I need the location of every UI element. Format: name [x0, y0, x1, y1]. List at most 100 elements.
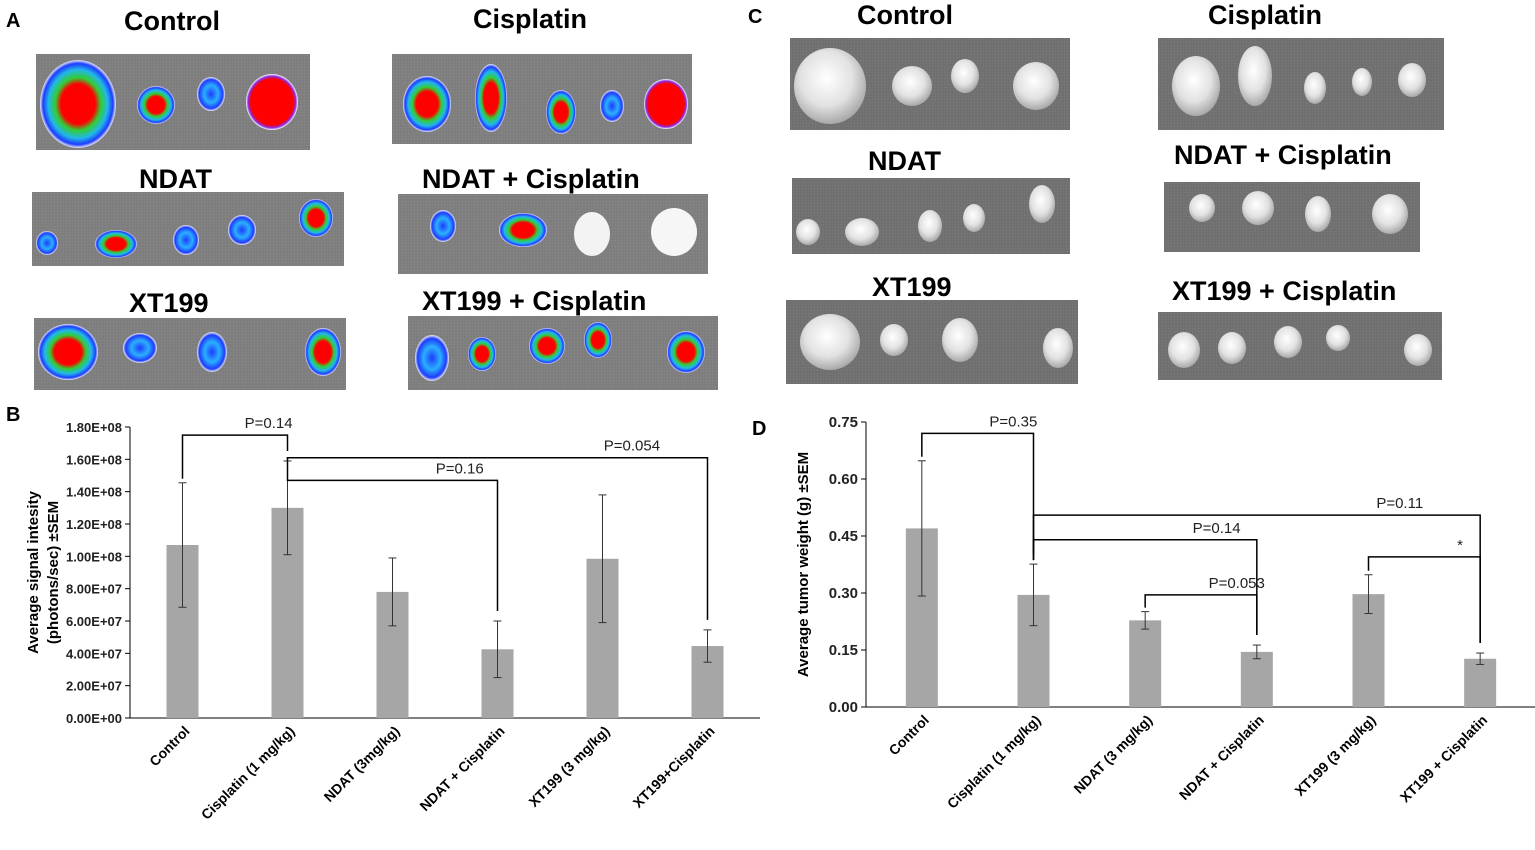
imaging-blob [137, 86, 175, 124]
tumor-sample [1372, 194, 1408, 234]
tumor-sample [951, 59, 979, 93]
imaging-blob [299, 199, 333, 237]
tumor-sample [796, 219, 820, 245]
y-axis-title: Average tumor weight (g) ±SEM [795, 452, 812, 677]
category-label: XT199 (3 mg/kg) [525, 723, 612, 810]
panel-label-d: D [752, 418, 767, 440]
category-label: NDAT + Cisplatin [416, 723, 507, 814]
significance-bracket [1367, 556, 1481, 644]
category-label: XT199 (3 mg/kg) [1291, 712, 1378, 799]
y-axis-title: (photons/sec) ±SEM [45, 501, 62, 644]
tumor-sample [1352, 68, 1372, 96]
p-value-label: * [1457, 537, 1463, 554]
tumor-sample [1172, 56, 1220, 116]
y-tick-label: 2.00E+07 [66, 679, 122, 694]
imaging-blob [546, 90, 576, 134]
category-label: XT199+Cisplatin [630, 723, 718, 811]
tumor-sample [1305, 196, 1331, 232]
y-tick-label: 0.60 [829, 471, 858, 488]
tumor-sample [1404, 334, 1432, 366]
imaging-blob [667, 331, 705, 373]
tumor-sample [1043, 328, 1073, 368]
imaging-blob [475, 64, 507, 132]
tumor-sample [1242, 191, 1274, 225]
p-value-label: P=0.14 [1193, 520, 1241, 537]
panel-label-b: B [6, 404, 21, 426]
tumor-title-xt199: XT199 [872, 272, 952, 302]
tumor-sample [942, 318, 978, 362]
tumor-sample [1029, 185, 1055, 223]
bar [1464, 658, 1497, 707]
y-tick-label: 0.15 [829, 642, 858, 659]
imaging-blob [197, 77, 225, 111]
imaging-blob [468, 337, 496, 371]
panel-label-c: C [748, 6, 763, 28]
category-label: NDAT (3mg/kg) [321, 723, 403, 805]
y-tick-label: 0.00E+00 [66, 711, 122, 726]
y-tick-label: 6.00E+07 [66, 614, 122, 629]
tumor-sample [892, 66, 932, 106]
tumor-sample [880, 324, 908, 356]
bar [1129, 620, 1162, 707]
imaging-blob [197, 332, 227, 372]
tumor-photos [794, 46, 1432, 370]
y-tick-label: 0.00 [829, 699, 858, 716]
tumor-sample [845, 218, 879, 246]
tumor-weight-chart: 0.00 0.15 0.30 0.45 0.60 0.75 Average tumor we… [795, 413, 1535, 812]
imaging-title-control: Control [124, 6, 220, 36]
tumor-sample [1189, 194, 1215, 222]
y-tick-label: 8.00E+07 [66, 582, 122, 597]
p-value-label: P=0.35 [989, 413, 1037, 430]
y-axis-title: Average signal intesity [25, 490, 42, 653]
imaging-blob [499, 213, 547, 247]
imaging-blob [529, 328, 565, 364]
bar [1240, 651, 1273, 707]
tumor-sample [1398, 63, 1426, 97]
y-tick-label: 1.60E+08 [66, 452, 122, 467]
tumor-strip-xt199-cisplatin [1158, 312, 1442, 380]
significance-bracket [1032, 539, 1258, 636]
imaging-blob [305, 328, 341, 376]
tumor-sample [963, 204, 985, 232]
y-tick-label: 0.75 [829, 414, 858, 431]
imaging-blob [173, 225, 199, 255]
imaging-title-ndat: NDAT [139, 164, 212, 194]
y-tick-label: 0.45 [829, 528, 858, 545]
imaging-title-xt199: XT199 [129, 288, 209, 318]
imaging-blob [246, 74, 298, 130]
y-tick-label: 0.30 [829, 585, 858, 602]
tumor-sample [1168, 332, 1200, 368]
imaging-title-cisplatin: Cisplatin [473, 4, 588, 34]
significance-bracket [1144, 594, 1258, 636]
significance-bracket [286, 456, 499, 611]
imaging-blob [36, 231, 58, 255]
imaging-blob [415, 335, 449, 381]
p-value-label: P=0.054 [604, 438, 660, 455]
category-label: NDAT + Cisplatin [1176, 712, 1267, 803]
category-label: Cisplatin (1 mg/kg) [198, 723, 298, 823]
tumor-sample [1326, 325, 1350, 351]
y-tick-label: 4.00E+07 [66, 646, 122, 661]
panel-label-a: A [6, 10, 21, 32]
category-label: XT199 + Cisplatin [1397, 712, 1491, 806]
tumor-title-control: Control [857, 0, 953, 30]
tumor-sample [918, 210, 942, 242]
tumor-title-ndat: NDAT [868, 146, 941, 176]
significance-bracket [181, 434, 289, 479]
y-tick-label: 1.80E+08 [66, 420, 122, 435]
imaging-blob [644, 79, 688, 129]
category-label: Control [146, 723, 193, 770]
tumor-title-cisplatin: Cisplatin [1208, 0, 1323, 30]
y-tick-label: 1.20E+08 [66, 517, 122, 532]
imaging-title-ndat-cisplatin: NDAT + Cisplatin [422, 164, 640, 194]
category-label: Cisplatin (1 mg/kg) [944, 712, 1044, 812]
y-tick-label: 1.40E+08 [66, 485, 122, 500]
imaging-blob [228, 215, 256, 245]
tumor-sample [1304, 72, 1326, 104]
significance-bracket [921, 432, 1035, 555]
imaging-blob [403, 76, 451, 132]
tumor-sample [1218, 332, 1246, 364]
p-value-label: P=0.11 [1376, 495, 1423, 512]
signal-intensity-chart: 0.00E+00 2.00E+07 4.00E+07 6.00E+07 8.00E+07… [25, 415, 760, 823]
tumor-sample [1013, 62, 1059, 110]
